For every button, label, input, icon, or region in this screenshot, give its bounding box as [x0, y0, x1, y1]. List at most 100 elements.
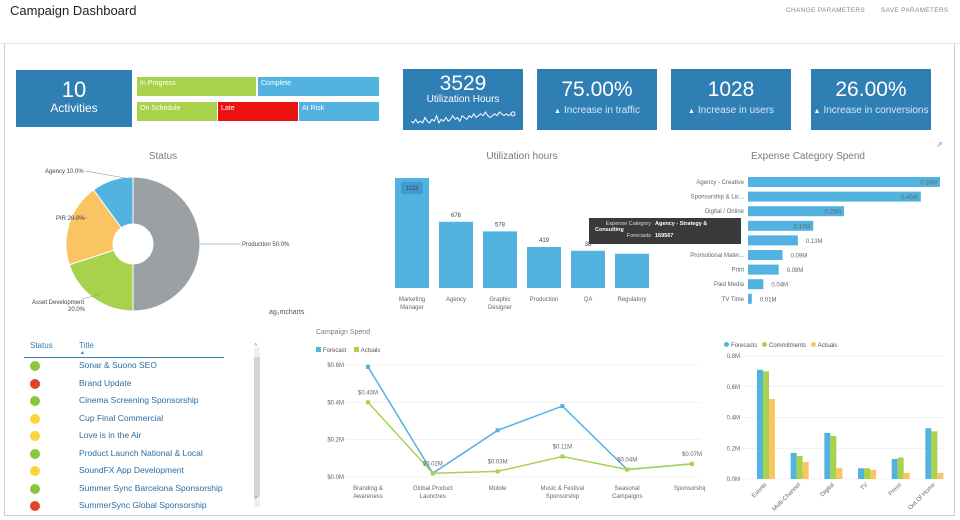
table-row[interactable]: Cup Final Commercial [24, 411, 254, 428]
legend-swatch-commitments [762, 342, 768, 347]
status-dot-icon [30, 448, 40, 459]
legend-label: Forecast [323, 348, 347, 354]
status-chart-title: Status [148, 151, 178, 162]
row-title-link[interactable]: Sonar & Suono SEO [79, 360, 157, 370]
status-in-progress[interactable]: In Progress [137, 77, 256, 96]
category-label: Agency - Creative [696, 180, 744, 186]
row-title-link[interactable]: SummerSync Global Sponsorship [79, 500, 207, 510]
grouped-bar [903, 472, 910, 479]
x-tick-label: Seasonal [615, 486, 640, 492]
kpi-conversions-tile[interactable]: 26.00% ▲ Increase in conversions [811, 69, 931, 130]
x-tick-label: Awareness [353, 494, 383, 500]
expense-bar [748, 293, 752, 304]
y-tick-label: 0.6M [727, 385, 740, 391]
activities-tile[interactable]: 10 Activities [16, 70, 132, 127]
row-title-link[interactable]: Cinema Screening Sponsorship [79, 395, 199, 405]
y-tick-label: $0.2M [327, 438, 344, 444]
up-triangle-icon: ▲ [554, 108, 561, 115]
expand-icon[interactable]: ⇗ [936, 140, 943, 149]
kpi-label-row: ▲ Increase in conversions [811, 105, 931, 116]
slice-label-asset-pct: 20.0% [68, 307, 86, 313]
grouped-bar [769, 399, 775, 479]
category-label: QA [584, 297, 593, 303]
data-label: 0.13M [806, 239, 823, 245]
col-title-header[interactable]: Title [79, 341, 94, 350]
row-title-link[interactable]: Summer Sync Barcelona Sponsorship [79, 482, 223, 493]
status-complete[interactable]: Complete [258, 77, 379, 96]
row-title-link[interactable]: Love is in the Air [79, 430, 142, 440]
x-tick-label: Campaigns [612, 494, 642, 500]
scroll-up-icon[interactable]: ˄ [254, 343, 258, 349]
data-label: 0.04M [771, 283, 788, 289]
category-label: Designer [488, 305, 512, 311]
category-label: Marketing [399, 297, 425, 303]
legend-swatch-forecasts [724, 342, 729, 347]
tooltip-key: Expense Category [605, 221, 651, 227]
series-point [625, 467, 630, 472]
table-row[interactable]: Cinema Screening Sponsorship [24, 393, 254, 410]
row-title-link[interactable]: SoundFX App Development [79, 465, 184, 475]
table-row[interactable]: Product Launch National & Local [24, 446, 254, 463]
table-row[interactable]: Sonar & Suono SEO [24, 358, 254, 375]
table-row[interactable]: Summer Sync Barcelona Sponsorship [24, 481, 254, 498]
slice-label-pir: PIR 20.0% [56, 216, 85, 222]
kpi-traffic-tile[interactable]: 75.00% ▲ Increase in traffic [537, 69, 657, 130]
x-tick-label: Launches [420, 494, 446, 500]
status-dot-icon [30, 466, 40, 476]
col-status-header[interactable]: Status [30, 341, 53, 350]
campaign-spend-legend: Forecast Actuals [316, 347, 380, 354]
table-row[interactable]: SummerSync Global Sponsorship [24, 498, 254, 515]
grouped-bar [870, 469, 876, 479]
row-title-link[interactable]: Product Launch National & Local [79, 447, 203, 458]
donut-slice [132, 176, 201, 312]
up-triangle-icon: ▲ [687, 108, 695, 115]
sort-asc-icon: ▲ [80, 350, 85, 356]
data-label: 0.09M [791, 254, 808, 260]
kpi-label-row: ▲ Increase in users [671, 105, 791, 116]
x-tick-label: Global Product [413, 486, 453, 492]
x-tick-label: Sponsorships [674, 486, 705, 492]
scrollbar-thumb[interactable] [254, 357, 260, 497]
y-tick-label: $0.4M [327, 400, 344, 406]
row-title-link[interactable]: Cup Final Commercial [79, 412, 164, 423]
status-at-risk[interactable]: At Risk [299, 102, 379, 121]
donut-slice [65, 189, 122, 266]
data-label: 0.01M [760, 297, 777, 303]
row-title-link[interactable]: Brand Update [79, 377, 132, 388]
table-row[interactable]: Love is in the Air [24, 428, 254, 445]
series-line [367, 366, 693, 475]
amcharts-watermark: ag₂mcharts [269, 309, 305, 316]
y-tick-label: 0.4M [727, 416, 740, 422]
x-tick-label: Sponsorship [546, 494, 580, 500]
status-late[interactable]: Late [218, 102, 298, 121]
table-row[interactable]: SoundFX App Development [24, 463, 254, 480]
table-row[interactable]: Brand Update [24, 376, 254, 393]
chart-tooltip: Expense Category Agency - Strategy & Cons… [589, 218, 741, 244]
table-scrollbar[interactable] [254, 347, 260, 507]
donut-slice [92, 176, 134, 229]
kpi-utilization-tile[interactable]: 3529 Utilization Hours [403, 69, 523, 130]
grouped-bar [802, 462, 809, 479]
sparkline-path [410, 111, 512, 125]
sparkline-end-marker [510, 111, 516, 117]
grouped-bar [796, 455, 803, 479]
kpi-label: Utilization Hours [426, 94, 500, 105]
status-dot-icon [30, 396, 40, 406]
status-dot-icon [30, 378, 40, 389]
category-label: Graphic [489, 297, 510, 303]
change-parameters-button[interactable]: CHANGE PARAMETERS [786, 7, 866, 14]
dashboard-frame [4, 44, 955, 516]
slice-label-production: Production 50.0% [242, 242, 290, 248]
scroll-down-icon[interactable]: ˅ [254, 496, 258, 502]
status-dot-icon [30, 501, 40, 511]
kpi-users-tile[interactable]: 1028 ▲ Increase in users [671, 69, 791, 130]
x-tick-label: Digital [820, 482, 836, 498]
expense-bar [748, 220, 814, 231]
expense-bar [748, 264, 779, 275]
grouped-bar [931, 431, 938, 479]
kpi-label: Increase in users [697, 105, 775, 116]
status-on-schedule[interactable]: On Schedule [137, 102, 217, 121]
save-parameters-button[interactable]: SAVE PARAMETERS [881, 7, 949, 14]
series-point [495, 469, 500, 474]
